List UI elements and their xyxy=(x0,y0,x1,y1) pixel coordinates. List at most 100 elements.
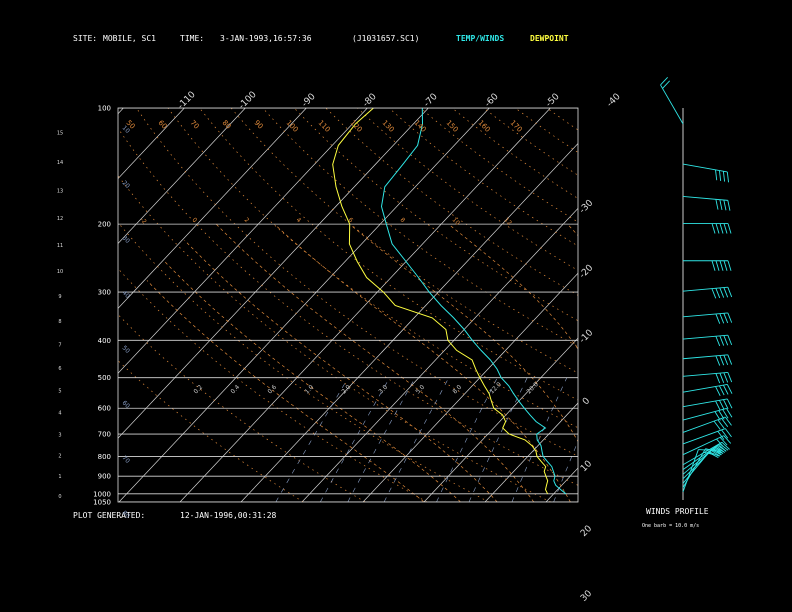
height-tick-label: 13 xyxy=(57,188,63,194)
dry-adiabat xyxy=(199,108,578,401)
mixing-ratio-line xyxy=(320,377,390,502)
theta-label-top: 160 xyxy=(477,119,492,134)
isotherm-label: -40 xyxy=(605,92,623,110)
theta-label-left: 40 xyxy=(121,289,131,299)
mixing-ratio-label: 0.6 xyxy=(266,384,278,396)
mixing-ratio-label: 0.2 xyxy=(192,384,204,396)
mixing-ratio-label: 0.4 xyxy=(229,384,241,396)
height-tick-label: 14 xyxy=(57,160,63,166)
dry-adiabat xyxy=(705,108,792,502)
isotherm-line xyxy=(484,402,578,502)
isotherm-line xyxy=(118,108,490,502)
dry-adiabat xyxy=(388,108,578,247)
height-tick-label: 0 xyxy=(58,494,61,500)
winds-profile-note: One barb = 10.0 m/s xyxy=(642,523,700,529)
isotherm-line xyxy=(301,207,578,502)
wind-barb xyxy=(682,416,732,433)
height-tick-label: 11 xyxy=(57,243,63,249)
dewpoint-legend: DEWPOINT xyxy=(530,34,569,43)
isotherm-line xyxy=(179,108,551,502)
wind-barb xyxy=(682,441,730,466)
file-name: (J1031657.SC1) xyxy=(352,34,420,43)
dry-adiabat xyxy=(262,108,578,347)
height-tick-label: 10 xyxy=(57,269,63,275)
theta-label-top: 100 xyxy=(285,119,300,134)
dry-adiabat xyxy=(118,221,490,502)
dry-adiabat xyxy=(118,268,428,502)
site-value: MOBILE, SC1 xyxy=(103,34,156,43)
isotherm-label: -10 xyxy=(578,328,596,346)
dry-adiabat xyxy=(293,108,578,322)
isotherm-line xyxy=(0,108,1,502)
plot-area xyxy=(0,108,792,502)
isotherm-label: -50 xyxy=(544,92,562,110)
moist-label: 10 xyxy=(451,216,461,226)
isotherm-line xyxy=(423,337,578,502)
mixing-ratio-label: 2.0 xyxy=(340,384,352,396)
pressure-label: 900 xyxy=(98,473,111,481)
plot-frame xyxy=(117,107,579,503)
theta-label-top: 90 xyxy=(253,119,265,131)
pressure-label: 300 xyxy=(98,289,111,297)
mixing-ratio-label: 1.0 xyxy=(303,384,315,396)
dry-adiabat xyxy=(118,175,551,502)
height-tick-label: 7 xyxy=(58,343,61,349)
dry-adiabat xyxy=(118,127,578,486)
moist-adiabat xyxy=(184,239,498,502)
pressure-label: 600 xyxy=(98,405,111,413)
isotherm-label: -80 xyxy=(361,92,379,110)
theta-label-left: 20 xyxy=(121,179,131,189)
mixing-ratio-line xyxy=(436,377,498,502)
wind-barb xyxy=(682,407,733,421)
pressure-label: 1050 xyxy=(93,499,111,507)
wind-barb xyxy=(682,354,733,366)
isotherm-label: 30 xyxy=(579,589,594,604)
theta-label-top: 80 xyxy=(221,119,233,131)
height-tick-label: 2 xyxy=(58,453,61,459)
isotherm-line xyxy=(118,108,124,115)
dry-adiabat xyxy=(642,108,792,502)
site-label: SITE: xyxy=(73,34,98,43)
wind-barb xyxy=(660,77,684,125)
moist-label: 4 xyxy=(295,216,303,224)
dry-adiabat xyxy=(420,108,578,223)
moist-label: -2 xyxy=(139,216,148,225)
theta-label-top: 130 xyxy=(381,119,396,134)
wind-barb xyxy=(682,312,733,324)
isotherm-label: -60 xyxy=(483,92,501,110)
wind-barb xyxy=(683,260,732,271)
time-value: 3-JAN-1993,16:57:36 xyxy=(220,34,312,43)
height-tick-label: 9 xyxy=(58,294,61,300)
moist-label: 12 xyxy=(503,216,513,226)
mixing-ratio-label: 12.0 xyxy=(488,381,503,396)
isotherm-line xyxy=(118,108,368,374)
moist-adiabat xyxy=(448,223,578,350)
wind-barb xyxy=(682,428,732,445)
mixing-ratio-label: 3.0 xyxy=(377,384,389,396)
time-label: TIME: xyxy=(180,34,205,43)
height-tick-label: 5 xyxy=(58,389,61,395)
moist-adiabat xyxy=(164,261,461,502)
dry-adiabat xyxy=(515,108,578,153)
temp-winds-legend: TEMP/WINDS xyxy=(456,34,505,43)
moist-adiabat xyxy=(215,223,535,502)
isotherm-line xyxy=(118,108,307,309)
dry-adiabat xyxy=(451,108,578,199)
theta-label-left: 30 xyxy=(121,234,131,244)
height-tick-label: 15 xyxy=(57,130,63,136)
isotherm-label: -30 xyxy=(578,198,596,216)
pressure-label: 500 xyxy=(98,374,111,382)
mixing-ratio-line xyxy=(275,377,349,502)
theta-label-top: 70 xyxy=(189,119,201,131)
isotherm-label: 0 xyxy=(581,396,592,407)
dry-adiabat xyxy=(230,108,578,374)
isotherm-line xyxy=(545,467,578,502)
theta-label-top: 150 xyxy=(445,119,460,134)
theta-label-top: 110 xyxy=(317,119,332,134)
isotherm-line xyxy=(118,108,246,245)
dry-adiabat xyxy=(546,108,578,131)
isotherm-line xyxy=(118,108,429,439)
theta-label-top: 170 xyxy=(509,119,524,134)
theta-label-left: 50 xyxy=(121,344,131,354)
